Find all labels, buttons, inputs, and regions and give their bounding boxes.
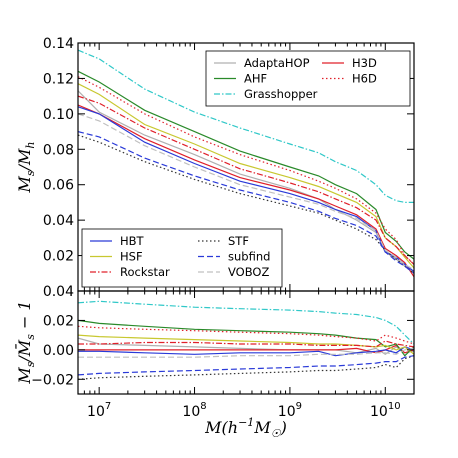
x-axis-label: M(h−1M☉) xyxy=(204,416,287,440)
legend-bottom-left-label-subfind: subfind xyxy=(228,250,270,264)
top-y-tick-label: 0.04 xyxy=(43,213,74,229)
bottom-y-tick-label: 0.04 xyxy=(43,284,74,300)
top-y-tick-label: 0.12 xyxy=(43,71,74,87)
top-y-tick-label: 0.02 xyxy=(43,249,74,265)
legend-bottom-left: HBT STF HSF subfind Rockstar VOBOZ xyxy=(81,228,283,288)
bottom-series-grasshopper xyxy=(78,300,414,345)
bottom-frame xyxy=(77,290,415,395)
top-series-subfind xyxy=(78,131,414,274)
legend-top-right-box xyxy=(205,50,411,107)
top-y-tick-label: 0.10 xyxy=(43,107,74,123)
bottom-y-tick-label: 0.02 xyxy=(43,313,74,329)
top-series-h3d xyxy=(78,104,414,278)
bottom-series-hbt xyxy=(78,346,414,357)
axis-labels: Ms/Mh Ms/M̄s − 1 M(h−1M☉) xyxy=(13,142,287,440)
x-tick-label: 109 xyxy=(278,401,302,420)
bottom-series-voboz xyxy=(78,347,414,358)
bottom-y-tick-label: 0.00 xyxy=(43,343,74,359)
top-series-h6d xyxy=(78,76,414,265)
top-y-axis-label: Ms/Mh xyxy=(15,142,37,194)
legend-top-right-label-h3d: H3D xyxy=(352,56,377,70)
legend-bottom-left-label-stf: STF xyxy=(228,234,249,248)
bottom-series-group xyxy=(78,300,414,380)
bottom-series-subfind xyxy=(78,355,414,376)
legend-bottom-left-label-rockstar: Rockstar xyxy=(120,265,170,279)
legend-bottom-left-label-voboz: VOBOZ xyxy=(228,265,269,279)
top-series-stf xyxy=(78,134,414,274)
legend-bottom-left-label-hsf: HSF xyxy=(120,250,143,264)
legend-bottom-left-label-hbt: HBT xyxy=(120,234,145,248)
legend-top-right-label-h6d: H6D xyxy=(352,72,377,86)
legend-top-right-label-ahf: AHF xyxy=(244,72,267,86)
bottom-series-stf xyxy=(78,355,414,380)
top-series-hsf xyxy=(78,83,414,269)
bottom-series-h6d xyxy=(78,325,414,345)
top-y-tick-label: 0.08 xyxy=(43,142,74,158)
x-tick-label: 108 xyxy=(182,401,206,420)
bottom-y-tick-label: −0.02 xyxy=(31,372,74,388)
top-panel: 0.02 0.04 0.06 0.08 0.10 0.12 0.14 AdaptaHOP H3D… xyxy=(43,36,415,292)
bottom-series-hsf xyxy=(78,334,414,355)
x-tick-label: 107 xyxy=(87,401,111,420)
top-series-voboz xyxy=(78,113,414,271)
top-y-tick-label: 0.06 xyxy=(43,178,74,194)
bottom-y-axis-label: Ms/M̄s − 1 xyxy=(13,300,37,384)
legend-top-right-label-grasshopper: Grasshopper xyxy=(244,87,318,101)
top-series-group xyxy=(78,49,414,278)
top-y-tick-label: 0.14 xyxy=(43,36,74,52)
top-series-adaptahop xyxy=(78,90,414,274)
bottom-series-h3d xyxy=(78,344,414,354)
bottom-series-ahf xyxy=(78,319,414,357)
top-series-ahf xyxy=(78,70,414,260)
bottom-panel: −0.02 0.00 0.02 0.04 107 108 109 1010 xyxy=(31,284,415,420)
legend-bottom-left-box xyxy=(81,228,283,288)
x-tick-label: 1010 xyxy=(370,401,401,420)
top-series-rockstar xyxy=(78,95,414,265)
bottom-series-rockstar xyxy=(78,340,414,348)
top-series-grasshopper xyxy=(78,49,414,203)
legend-top-right-label-adaptahop: AdaptaHOP xyxy=(244,56,310,70)
legend-top-right: AdaptaHOP H3D AHF H6D Grasshopper xyxy=(205,50,411,107)
